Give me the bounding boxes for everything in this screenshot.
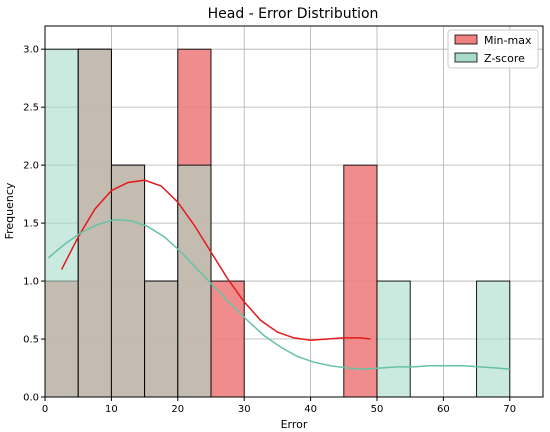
x-tick-label: 30: [238, 404, 251, 415]
density-curves: [47, 179, 510, 370]
x-axis-label: Error: [281, 418, 308, 431]
bar-z-score: [44, 48, 79, 398]
bar-z-score: [144, 280, 179, 398]
bar-z-score: [110, 164, 146, 398]
x-tick-label: 70: [503, 404, 516, 415]
x-tick-label: 20: [171, 404, 184, 415]
x-tick-label: 50: [371, 404, 384, 415]
y-tick-label: 0.0: [23, 393, 39, 404]
bar-z-score: [77, 48, 112, 398]
bar-z-score: [376, 280, 411, 398]
x-axis-ticks: 0 10 20 30 40 50 60 70: [42, 397, 516, 415]
bar-min-max: [210, 280, 245, 398]
legend-label-min-max: Min-max: [484, 34, 532, 47]
bar-z-score: [177, 164, 212, 398]
y-axis-ticks: 0.0 0.5 1.0 1.5 2.0 2.5 3.0: [23, 45, 45, 404]
y-tick-label: 1.5: [23, 219, 39, 230]
y-tick-label: 1.0: [23, 277, 39, 288]
y-tick-label: 3.0: [23, 45, 39, 56]
x-tick-label: 60: [437, 404, 450, 415]
y-tick-label: 0.5: [23, 335, 39, 346]
plot-frame: [44, 25, 544, 398]
y-tick-label: 2.0: [23, 161, 39, 172]
legend-swatch-z-score: [454, 52, 478, 63]
kde-line-z-score: [47, 218, 510, 370]
x-tick-label: 0: [42, 404, 48, 415]
legend-swatch-min-max: [454, 34, 478, 45]
y-tick-label: 2.5: [23, 103, 39, 114]
chart-title: Head - Error Distribution: [208, 6, 379, 22]
bar-min-max: [343, 164, 378, 398]
x-tick-label: 10: [105, 404, 118, 415]
legend-label-z-score: Z-score: [484, 52, 525, 65]
legend: Min-max Z-score: [447, 29, 539, 69]
kde-line-min-max: [60, 179, 371, 341]
x-tick-label: 40: [304, 404, 317, 415]
bar-z-score: [476, 280, 511, 398]
y-axis-label: Frequency: [3, 182, 16, 239]
